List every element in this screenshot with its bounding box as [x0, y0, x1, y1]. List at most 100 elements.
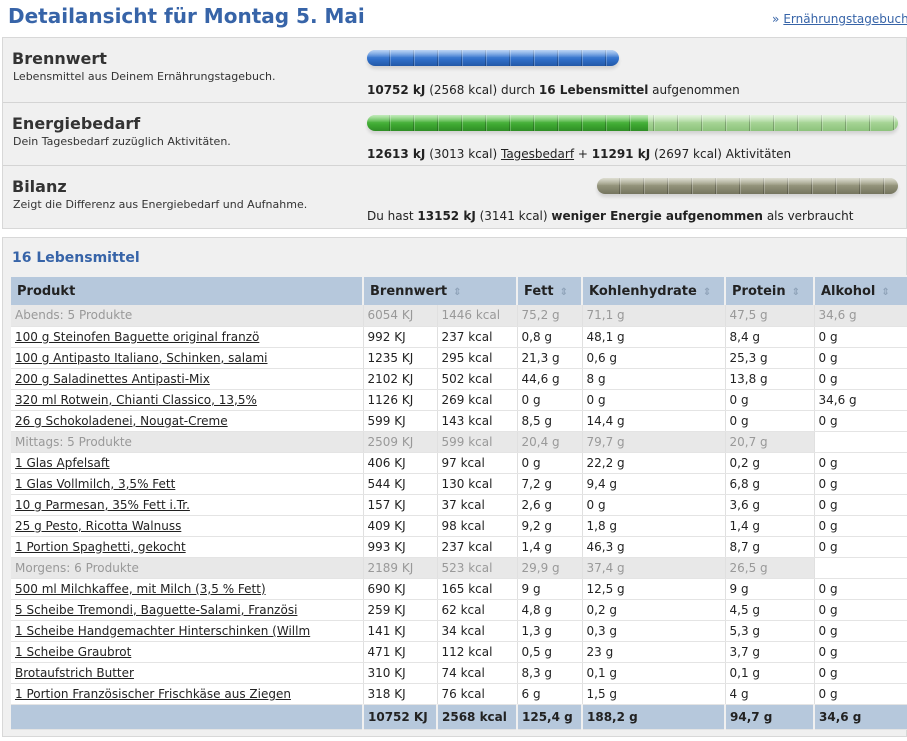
- col-header-fett[interactable]: Fett ⇕: [517, 275, 583, 305]
- food-item-link[interactable]: 1 Scheibe Handgemachter Hinterschinken (…: [15, 623, 311, 638]
- food-item-link[interactable]: 500 ml Milchkaffee, mit Milch (3,5 % Fet…: [15, 581, 266, 596]
- cell-fett: 4,8 g: [517, 599, 583, 621]
- cell-fett: 0,5 g: [517, 641, 583, 663]
- food-item-link[interactable]: 1 Glas Apfelsaft: [15, 455, 110, 470]
- table-row: 25 g Pesto, Ricotta Walnuss 409 KJ 98 kcal…: [11, 515, 907, 537]
- cell-protein: 0,2 g: [725, 452, 815, 474]
- brennwert-text2: aufgenommen: [652, 83, 740, 97]
- table-row: 1 Glas Apfelsaft 406 KJ 97 kcal 0 g 22,2 g 0,…: [11, 452, 907, 474]
- cell-kohlenhydrate: 12,5 g: [582, 578, 726, 600]
- sort-icon[interactable]: ⇕: [702, 286, 712, 298]
- brennwert-bar: [367, 50, 619, 66]
- sort-icon[interactable]: ⇕: [559, 286, 568, 298]
- cell-kohlenhydrate: 8 g: [582, 368, 726, 390]
- food-item-link[interactable]: 10 g Parmesan, 35% Fett i.Tr.: [15, 497, 190, 512]
- food-item-link[interactable]: 5 Scheibe Tremondi, Baguette-Salami, Fra…: [15, 602, 298, 617]
- col-header-alkohol[interactable]: Alkohol ⇕: [814, 275, 907, 305]
- tagesbedarf-link[interactable]: Tagesbedarf: [500, 147, 575, 161]
- energiebedarf-description: Dein Tagesbedarf zuzüglich Aktivitäten.: [13, 135, 231, 148]
- table-row: 1 Scheibe Handgemachter Hinterschinken (…: [11, 620, 907, 642]
- bilanz-title: Bilanz: [12, 177, 67, 196]
- cell-kcal: 62 kcal: [437, 599, 518, 621]
- col-header-protein[interactable]: Protein ⇕: [725, 275, 815, 305]
- bilanz-row: Bilanz Zeigt die Differenz aus Energiebe…: [3, 165, 906, 227]
- cell-produkt: Brotaufstrich Butter: [11, 662, 364, 684]
- cell-alkohol: [814, 431, 907, 453]
- aktivitaeten-kcal: (2697 kcal): [653, 147, 722, 161]
- sort-icon[interactable]: ⇕: [881, 286, 890, 298]
- aktivitaeten-kj: 11291 kJ: [591, 147, 651, 161]
- cell-kohlenhydrate: 23 g: [582, 641, 726, 663]
- sort-icon[interactable]: ⇕: [453, 286, 462, 298]
- table-row: 100 g Antipasto Italiano, Schinken, sala…: [11, 347, 907, 369]
- col-header-produkt[interactable]: Produkt: [11, 275, 364, 305]
- col-header-kohlenhydrate[interactable]: Kohlenhydrate ⇕: [582, 275, 726, 305]
- cell-fett: 2,6 g: [517, 494, 583, 516]
- cell-protein: 0 g: [725, 410, 815, 432]
- total-label: [11, 704, 364, 730]
- cell-fett: 1,4 g: [517, 536, 583, 558]
- food-item-link[interactable]: 26 g Schokoladenei, Nougat-Creme: [15, 413, 228, 428]
- table-header-row: Produkt Brennwert ⇕ Fett ⇕ Kohlenhydrate ⇕ …: [11, 275, 907, 305]
- food-item-link[interactable]: 100 g Antipasto Italiano, Schinken, sala…: [15, 350, 268, 365]
- food-item-link[interactable]: 320 ml Rotwein, Chianti Classico, 13,5%: [15, 392, 257, 407]
- cell-alkohol: 0 g: [814, 347, 907, 369]
- food-item-link[interactable]: 1 Portion Spaghetti, gekocht: [15, 539, 186, 554]
- cell-kcal: 502 kcal: [437, 368, 518, 390]
- cell-protein: 47,5 g: [725, 305, 815, 327]
- table-row: 1 Portion Französischer Frischkäse aus Z…: [11, 683, 907, 705]
- bilanz-kcal: (3141 kcal): [479, 209, 548, 223]
- food-item-link[interactable]: 200 g Saladinettes Antipasti-Mix: [15, 371, 210, 386]
- cell-kj: 2102 KJ: [363, 368, 438, 390]
- food-item-link[interactable]: 100 g Steinofen Baguette original franzö: [15, 329, 260, 344]
- cell-kohlenhydrate: 1,5 g: [582, 683, 726, 705]
- brennwert-info: 10752 kJ (2568 kcal) durch 16 Lebensmitt…: [367, 83, 740, 97]
- col-header-brennwert[interactable]: Brennwert ⇕: [363, 275, 518, 305]
- brennwert-text1: durch: [500, 83, 536, 97]
- sort-icon[interactable]: ⇕: [791, 286, 801, 298]
- food-item-link[interactable]: 25 g Pesto, Ricotta Walnuss: [15, 518, 182, 533]
- brennwert-title: Brennwert: [12, 49, 107, 68]
- cell-protein: 20,7 g: [725, 431, 815, 453]
- cell-kj: 406 KJ: [363, 452, 438, 474]
- cell-fett: 20,4 g: [517, 431, 583, 453]
- cell-produkt: 320 ml Rotwein, Chianti Classico, 13,5%: [11, 389, 364, 411]
- food-item-link[interactable]: 1 Portion Französischer Frischkäse aus Z…: [15, 686, 291, 701]
- cell-protein: 0,1 g: [725, 662, 815, 684]
- total-row: 10752 KJ 2568 kcal 125,4 g 188,2 g 94,7 g 34,…: [11, 704, 907, 730]
- table-row: 1 Glas Vollmilch, 3,5% Fett 544 KJ 130 kca…: [11, 473, 907, 495]
- cell-protein: 25,3 g: [725, 347, 815, 369]
- cell-kj: 993 KJ: [363, 536, 438, 558]
- bilanz-description: Zeigt die Differenz aus Energiebedarf un…: [13, 198, 308, 211]
- cell-fett: 0,8 g: [517, 326, 583, 348]
- cell-protein: 4 g: [725, 683, 815, 705]
- cell-fett: 9 g: [517, 578, 583, 600]
- food-item-link[interactable]: 1 Scheibe Graubrot: [15, 644, 132, 659]
- table-row: Brotaufstrich Butter 310 KJ 74 kcal 8,3 g 0,…: [11, 662, 907, 684]
- diary-link[interactable]: Ernährungstagebuch: [783, 12, 907, 26]
- food-item-link[interactable]: 1 Glas Vollmilch, 3,5% Fett: [15, 476, 176, 491]
- meal-group-row: Abends: 5 Produkte 6054 KJ 1446 kcal 75,2 g…: [11, 305, 907, 327]
- food-item-link[interactable]: Brotaufstrich Butter: [15, 665, 134, 680]
- cell-protein: 4,5 g: [725, 599, 815, 621]
- cell-protein: 13,8 g: [725, 368, 815, 390]
- cell-kohlenhydrate: 9,4 g: [582, 473, 726, 495]
- cell-protein: 3,7 g: [725, 641, 815, 663]
- brennwert-description: Lebensmittel aus Deinem Ernährungstagebu…: [13, 70, 276, 83]
- cell-protein: 26,5 g: [725, 557, 815, 579]
- cell-produkt: 26 g Schokoladenei, Nougat-Creme: [11, 410, 364, 432]
- cell-alkohol: 0 g: [814, 452, 907, 474]
- cell-protein: 5,3 g: [725, 620, 815, 642]
- cell-kcal: 97 kcal: [437, 452, 518, 474]
- cell-protein: 1,4 g: [725, 515, 815, 537]
- cell-kohlenhydrate: 46,3 g: [582, 536, 726, 558]
- cell-fett: 0 g: [517, 452, 583, 474]
- cell-alkohol: 0 g: [814, 620, 907, 642]
- cell-kcal: 143 kcal: [437, 410, 518, 432]
- brennwert-kcal: (2568 kcal): [429, 83, 498, 97]
- cell-kj: 409 KJ: [363, 515, 438, 537]
- cell-fett: 29,9 g: [517, 557, 583, 579]
- total-cell-kj: 10752 KJ: [363, 704, 438, 730]
- cell-kj: 141 KJ: [363, 620, 438, 642]
- cell-kohlenhydrate: 79,7 g: [582, 431, 726, 453]
